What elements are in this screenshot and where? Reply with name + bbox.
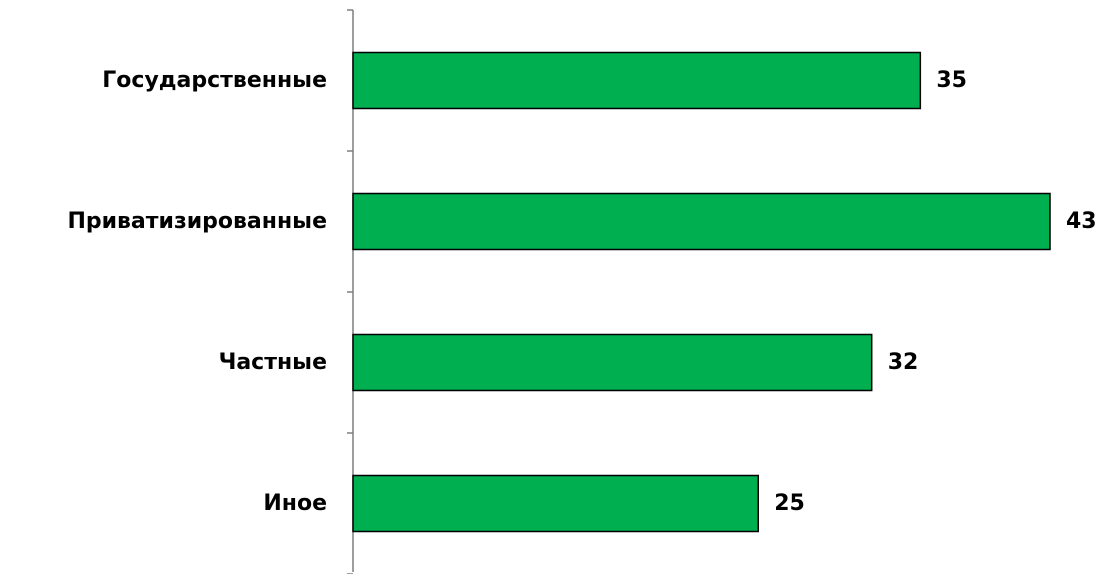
category-label: Государственные — [102, 68, 327, 93]
labels: Государственные 35 Приватизированные 43 Част… — [67, 68, 1096, 516]
category-label: Частные — [219, 350, 327, 375]
category-axis — [347, 9, 354, 574]
bar-4 — [352, 474, 759, 533]
bar-2 — [352, 192, 1051, 251]
bars — [352, 51, 1051, 533]
data-label: 43 — [1066, 209, 1097, 234]
bar-3 — [352, 333, 873, 392]
data-label: 25 — [774, 491, 805, 516]
category-label: Приватизированные — [67, 209, 327, 234]
bar-1 — [352, 51, 922, 110]
data-label: 35 — [936, 68, 967, 93]
data-label: 32 — [888, 350, 919, 375]
category-label: Иное — [263, 491, 327, 516]
